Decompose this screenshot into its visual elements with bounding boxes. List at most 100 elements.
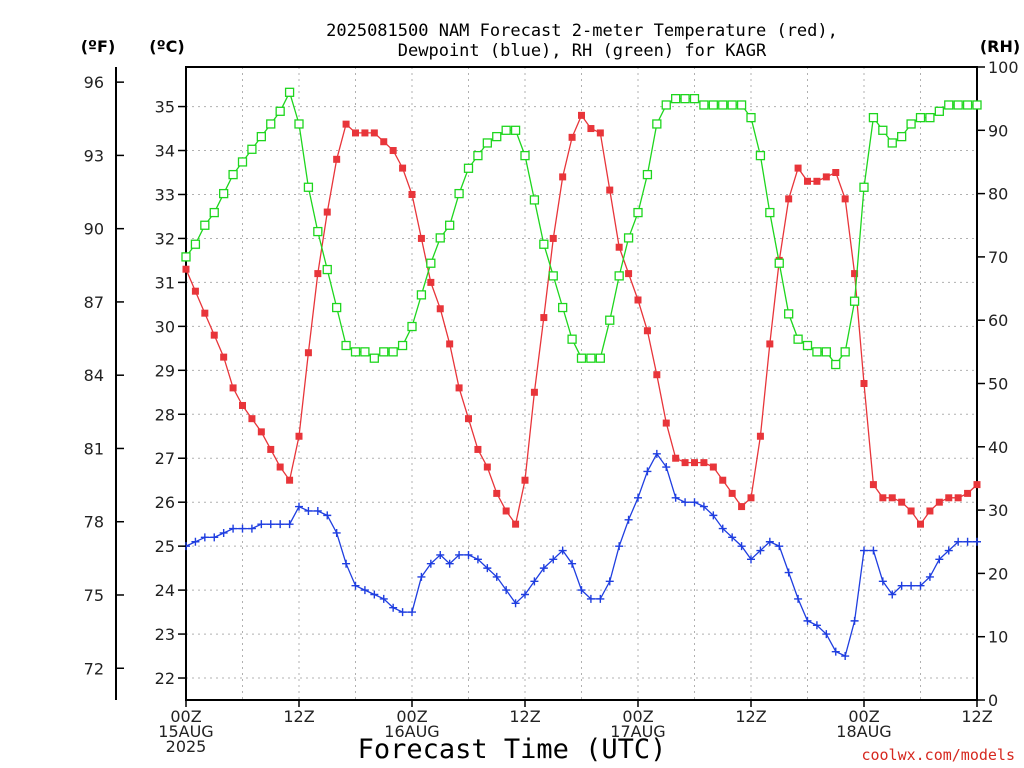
dewpoint-point [878, 577, 887, 586]
rh-point [322, 264, 332, 275]
rh-point [539, 239, 549, 249]
temperature-point [935, 498, 943, 506]
rh-tick-label: 60 [988, 311, 1008, 330]
temperature-point [483, 463, 491, 471]
dewpoint-point [351, 581, 360, 590]
rh-point [802, 340, 813, 351]
dewpoint-point [860, 546, 868, 555]
dewpoint-point [568, 559, 577, 568]
dewpoint-point [944, 546, 953, 555]
temperature-point [239, 401, 246, 409]
temperature-point [888, 494, 896, 502]
temperature-point [568, 133, 576, 141]
dewpoint-point [276, 520, 285, 529]
temperature-point [446, 340, 454, 348]
rh-point [934, 106, 944, 116]
rh-tick-label: 50 [988, 375, 1008, 394]
dewpoint-point [794, 594, 803, 603]
rh-point [623, 233, 634, 243]
temperature-point [794, 164, 802, 172]
rh-point [652, 119, 662, 129]
dewpoint-point [907, 581, 916, 590]
rh-point [284, 87, 295, 97]
temperature-point [229, 384, 237, 392]
temperature-point [333, 155, 341, 163]
temperature-point [248, 415, 256, 423]
dewpoint-point [831, 647, 840, 656]
dewpoint-point [690, 498, 699, 507]
celsius-tick-label: 23 [155, 625, 175, 644]
rh-point [275, 106, 285, 116]
temperature-point [898, 498, 906, 506]
temperature-point [728, 489, 736, 497]
dewpoint-point [342, 559, 351, 568]
dewpoint-point [210, 533, 219, 542]
x-tick-label: 18AUG [836, 722, 891, 741]
fahrenheit-unit-label: (ºF) [81, 37, 116, 56]
dewpoint-point [323, 511, 332, 520]
rh-point [887, 138, 897, 148]
rh-point [360, 347, 370, 357]
x-axis-title: Forecast Time (UTC) [358, 734, 667, 765]
dewpoint-point [417, 572, 426, 581]
rh-point [661, 100, 671, 110]
temperature-point [954, 494, 962, 502]
dewpoint-point [539, 564, 548, 573]
temperature-point [408, 190, 416, 198]
dewpoint-point [765, 537, 774, 546]
dewpoint-point [718, 524, 727, 533]
rh-point [190, 239, 201, 249]
rh-unit-label: (RH) [980, 37, 1020, 56]
dewpoint-point [332, 528, 341, 537]
temperature-point [201, 309, 209, 317]
fahrenheit-tick-label: 81 [84, 439, 104, 458]
rh-point [473, 150, 483, 161]
temperature-point [945, 494, 953, 502]
rh-point [595, 353, 605, 363]
rh-point [350, 347, 361, 357]
rh-point [558, 302, 568, 313]
dewpoint-point [812, 621, 821, 630]
temperature-point [257, 428, 265, 436]
celsius-tick-label: 29 [155, 361, 175, 380]
rh-point [369, 353, 379, 363]
rh-point [313, 226, 323, 237]
temperature-point [804, 177, 811, 185]
rh-point [510, 125, 521, 135]
dewpoint-point [483, 564, 492, 573]
rh-point [576, 353, 587, 363]
rh-point [774, 258, 784, 268]
temperature-point [747, 494, 755, 502]
rh-point [831, 359, 841, 370]
dewpoint-point [615, 542, 624, 551]
dewpoint-point [191, 537, 200, 546]
temperature-point [709, 463, 717, 471]
temperature-point [691, 459, 698, 467]
dewpoint-point [398, 608, 407, 617]
dewpoint-point [935, 555, 944, 564]
dewpoint-point [266, 520, 275, 529]
dewpoint-point [426, 559, 435, 568]
temperature-point [380, 138, 388, 146]
rh-point [294, 119, 304, 129]
dewpoint-point [586, 594, 595, 603]
x-tick-label: 15AUG [158, 722, 213, 741]
rh-point [266, 119, 276, 129]
x-tick-label: 00Z [170, 707, 201, 726]
temperature-point [323, 208, 331, 216]
x-tick-label: 16AUG [384, 722, 439, 741]
dewpoint-point [295, 502, 303, 511]
temperature-point [643, 327, 651, 335]
fahrenheit-tick-label: 75 [84, 586, 104, 605]
dewpoint-point [257, 520, 266, 529]
temperature-point [822, 173, 830, 181]
dewpoint-point [549, 555, 558, 564]
temperature-point [455, 384, 463, 392]
celsius-tick-label: 34 [155, 142, 175, 161]
dewpoint-point [747, 555, 755, 564]
temperature-point [596, 129, 604, 137]
celsius-unit-label: (ºC) [149, 37, 184, 56]
temperature-point [832, 169, 840, 176]
rh-point [944, 100, 954, 110]
temperature-point [474, 445, 482, 453]
